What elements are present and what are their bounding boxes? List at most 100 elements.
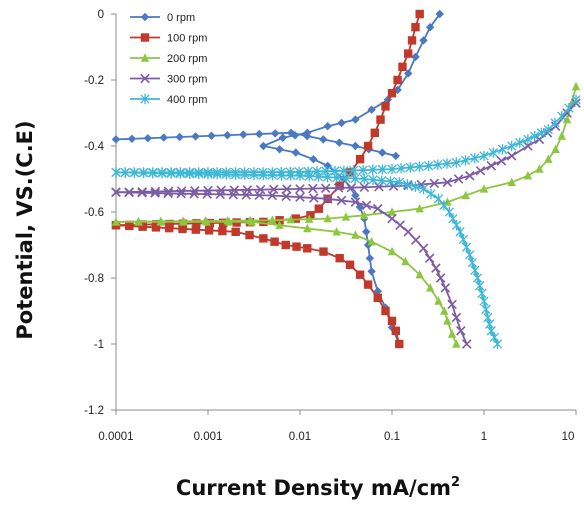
data-point-100-rpm [292,242,301,251]
data-point-400-rpm [221,169,232,180]
legend-label: 200 rpm [167,53,207,65]
data-point-200-rpm [479,184,489,193]
data-point-0-rpm [365,254,375,263]
data-point-200-rpm [225,217,234,226]
data-point-300-rpm [464,170,475,181]
data-point-200-rpm [461,190,470,200]
legend-label: 300 rpm [167,74,207,86]
data-point-0-rpm [191,132,200,141]
data-point-300-rpm [215,189,225,200]
data-point-100-rpm [291,214,300,223]
data-point-300-rpm [150,188,160,198]
data-point-100-rpm [314,204,323,213]
y-tick-label: -0.2 [84,75,104,87]
data-point-200-rpm [367,237,376,246]
data-point-0-rpm [270,129,280,138]
data-point-200-rpm [202,217,211,226]
legend-entry-100-rpm: 100 rpm [130,33,207,45]
data-point-300-rpm [163,188,173,199]
data-point-300-rpm [429,178,440,189]
data-point-300-rpm [462,339,472,349]
data-point-200-rpm [535,164,544,173]
data-point-300-rpm [309,193,319,203]
data-point-300-rpm [176,188,186,199]
data-point-400-rpm [267,170,278,181]
data-point-0-rpm [351,115,360,124]
data-point-200-rpm [341,212,351,221]
data-point-400-rpm [240,169,250,180]
data-point-0-rpm [351,191,360,200]
series-200-rpm [111,81,581,348]
data-point-400-rpm [322,171,333,183]
data-point-400-rpm [418,183,429,195]
data-point-400-rpm [396,163,406,174]
series-400-rpm [111,94,581,350]
x-tick-label: 0.01 [289,431,311,443]
data-point-100-rpm [345,168,355,177]
series-0-rpm [111,9,444,349]
data-point-100-rpm [191,225,200,234]
data-point-400-rpm [184,168,195,179]
data-point-100-rpm [411,23,420,32]
data-point-400-rpm [433,193,444,204]
data-point-100-rpm [245,230,254,240]
data-point-300-rpm [456,326,466,336]
data-point-100-rpm [381,306,390,316]
data-point-300-rpm [496,156,507,166]
data-point-0-rpm [323,122,332,131]
data-point-200-rpm [275,220,284,229]
data-point-400-rpm [368,174,378,186]
data-point-0-rpm [239,130,248,139]
data-point-300-rpm [440,283,451,293]
data-point-0-rpm [255,129,264,139]
data-point-200-rpm [551,144,560,153]
data-point-0-rpm [391,151,401,161]
data-point-400-rpm [543,124,553,135]
data-point-200-rpm [286,215,295,224]
data-point-200-rpm [447,329,457,338]
series-300-rpm [111,98,581,349]
data-point-100-rpm [303,244,312,253]
data-point-400-rpm [477,288,487,299]
data-point-400-rpm [515,137,525,148]
data-point-400-rpm [350,173,360,184]
y-tick-label: -0.6 [84,207,104,219]
data-point-200-rpm [443,316,452,325]
data-point-400-rpm [460,155,471,166]
y-tick-label: -0.8 [84,273,104,285]
data-point-300-rpm [295,184,305,194]
data-point-300-rpm [424,253,435,263]
data-point-400-rpm [295,170,305,181]
data-point-0-rpm [404,69,413,78]
data-point-300-rpm [333,183,344,193]
data-point-300-rpm [267,190,278,201]
data-point-400-rpm [321,165,331,177]
data-point-0-rpm [175,132,184,142]
legend-marker [140,93,150,105]
data-point-300-rpm [308,183,318,194]
data-point-200-rpm [425,283,435,292]
axes: 0 -0.2 -0.4 -0.6 -0.8 -1 -1.2 0.0001 0.001 0.01 0.… [84,9,577,443]
data-point-100-rpm [231,227,240,236]
legend-entry-300-rpm: 300 rpm [130,74,207,86]
data-point-300-rpm [435,273,446,283]
data-point-400-rpm [166,168,176,179]
y-tick-label: 0 [98,9,104,21]
y-tick-label: -1 [94,339,104,351]
data-point-0-rpm [373,287,382,296]
data-point-400-rpm [410,181,421,192]
data-point-400-rpm [203,168,213,180]
data-point-100-rpm [404,49,413,58]
data-point-200-rpm [415,270,424,279]
data-point-400-rpm [530,130,540,142]
data-point-300-rpm [255,184,266,195]
data-point-400-rpm [394,177,404,188]
data-point-0-rpm [259,141,268,151]
data-point-300-rpm [506,151,517,161]
data-point-400-rpm [405,162,415,173]
data-point-400-rpm [341,172,351,184]
data-point-400-rpm [426,188,436,200]
data-point-400-rpm [492,338,503,350]
data-point-300-rpm [137,187,147,198]
